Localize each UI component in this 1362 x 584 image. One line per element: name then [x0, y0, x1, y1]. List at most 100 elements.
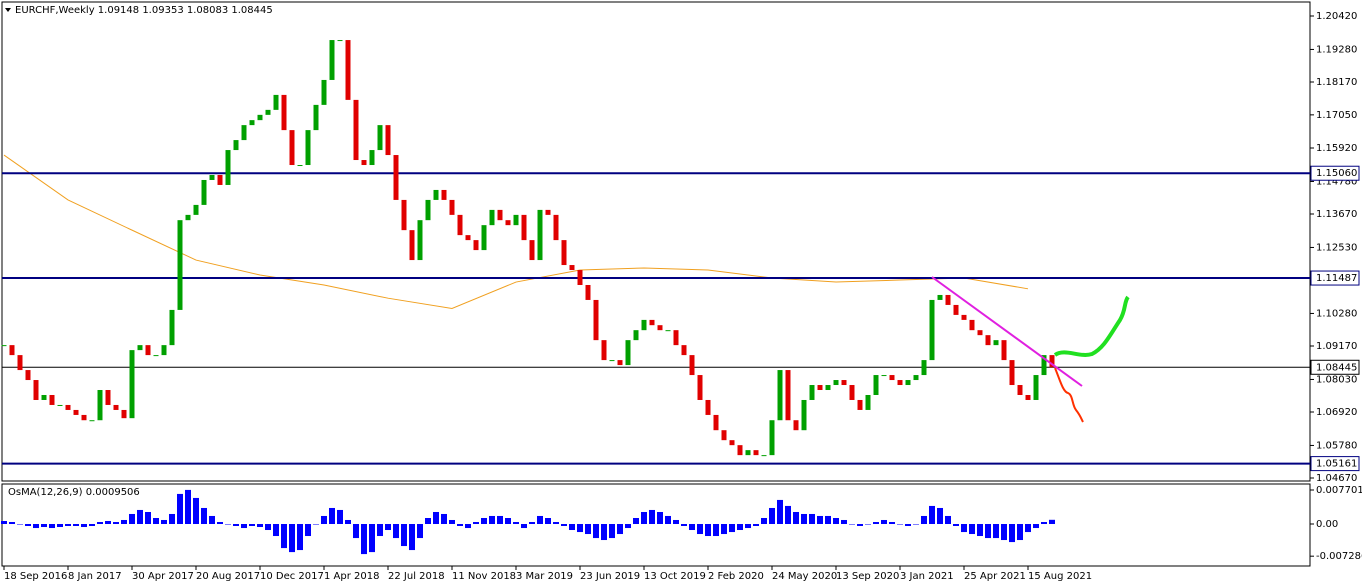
candle: [329, 40, 335, 80]
candle: [361, 160, 367, 166]
x-tick-label: 3 Jan 2021: [900, 571, 954, 582]
candle: [801, 399, 807, 431]
osma-bar: [161, 519, 167, 525]
y-tick-label: 1.18170: [1316, 77, 1357, 88]
candle: [153, 355, 159, 357]
candle: [929, 299, 935, 361]
osma-bar: [585, 524, 591, 535]
candle: [97, 390, 103, 421]
x-tick-label: 13 Sep 2020: [836, 571, 899, 582]
trend-line: [931, 276, 1083, 387]
candle: [241, 125, 247, 141]
osma-bar: [1049, 519, 1055, 525]
x-tick-label: 15 Aug 2021: [1028, 571, 1092, 582]
candle: [713, 414, 719, 431]
osma-bar: [65, 524, 71, 526]
osma-bar: [81, 524, 87, 528]
x-tick-label: 23 Jun 2019: [580, 571, 640, 582]
current-price-box: [1310, 359, 1360, 375]
y-tick-label: 1.20420: [1316, 11, 1357, 22]
candle: [369, 150, 375, 166]
osma-bar: [401, 524, 407, 547]
osma-bar: [425, 518, 431, 525]
osma-bar: [633, 518, 639, 525]
osma-bar: [561, 524, 567, 526]
osma-bar: [49, 524, 55, 529]
candle: [601, 340, 607, 361]
candle: [337, 40, 343, 42]
osma-bar: [73, 524, 79, 526]
x-tick-label: 1 Apr 2018: [324, 571, 379, 582]
menu-arrow[interactable]: [5, 8, 11, 12]
osma-bar: [297, 524, 303, 551]
osma-bar: [1041, 522, 1047, 525]
candle: [489, 209, 495, 226]
candle: [1001, 340, 1007, 361]
level-label: 1.11487: [1316, 273, 1357, 284]
candle: [945, 294, 951, 305]
osma-bar: [441, 513, 447, 525]
candle: [761, 455, 767, 457]
candle: [441, 189, 447, 200]
osma-bar: [657, 511, 663, 525]
osma-bar: [505, 518, 511, 525]
candle: [681, 345, 687, 356]
candle: [737, 445, 743, 456]
candle: [121, 409, 127, 419]
osma-bar: [433, 511, 439, 525]
osma-bar: [521, 524, 527, 529]
osma-bar: [113, 522, 119, 525]
osma-bar: [289, 524, 295, 553]
osma-bar: [241, 524, 247, 529]
candle: [897, 380, 903, 386]
osma-bar: [905, 524, 911, 526]
y-tick-label: 1.13670: [1316, 209, 1357, 220]
osma-bar: [177, 493, 183, 525]
osma-bar: [473, 522, 479, 525]
osma-bar: [825, 515, 831, 525]
x-tick-label: 24 May 2020: [772, 571, 837, 582]
candle: [505, 220, 511, 226]
candle: [657, 325, 663, 331]
candle: [849, 385, 855, 400]
candle: [137, 345, 143, 351]
candle: [889, 375, 895, 381]
candle: [905, 380, 911, 386]
osma-bar: [33, 524, 39, 529]
candle: [473, 240, 479, 251]
candle: [753, 450, 759, 456]
candle: [209, 174, 215, 180]
osma-bar: [649, 509, 655, 525]
candle: [673, 330, 679, 346]
candle: [537, 209, 543, 261]
candle: [865, 394, 871, 410]
x-tick-label: 22 Jul 2018: [388, 571, 445, 582]
osma-bar: [537, 515, 543, 525]
osma-bar: [345, 519, 351, 525]
candle: [169, 309, 175, 346]
candle: [425, 199, 431, 221]
candle: [961, 314, 967, 320]
osma-bar: [849, 524, 855, 525]
candle: [321, 79, 327, 105]
y-tick-label: 1.15920: [1316, 143, 1357, 154]
candle: [433, 189, 439, 200]
osma-bar: [977, 524, 983, 537]
candle: [353, 99, 359, 161]
candle: [1017, 385, 1023, 395]
y-tick-label: 0.0077015: [1316, 485, 1362, 496]
candle: [217, 174, 223, 185]
osma-bar: [1, 521, 7, 525]
osma-bar: [817, 515, 823, 525]
osma-bar: [105, 521, 111, 525]
osma-bar: [705, 524, 711, 537]
candle: [593, 299, 599, 341]
candle: [305, 130, 311, 166]
osma-bar: [169, 513, 175, 525]
level-label: 1.05161: [1316, 459, 1357, 470]
bearish-projection: [1054, 367, 1084, 423]
osma-bar: [529, 522, 535, 525]
osma-bar: [273, 524, 279, 537]
candle: [665, 330, 671, 332]
candle: [841, 380, 847, 386]
